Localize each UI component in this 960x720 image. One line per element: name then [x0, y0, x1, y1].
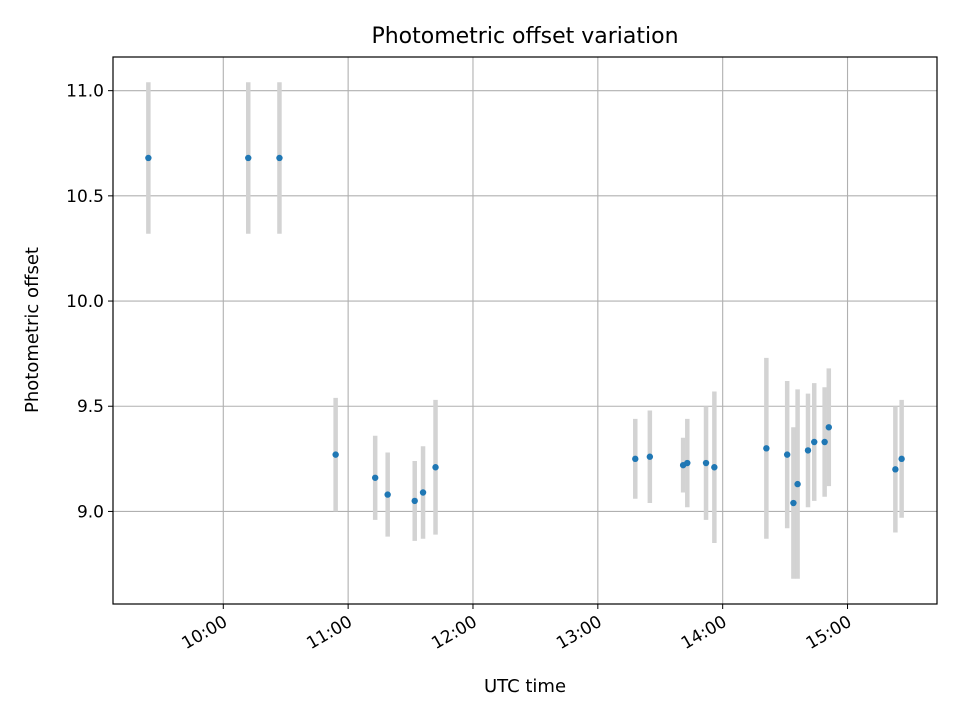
data-point [332, 451, 339, 458]
plot-frame [112, 56, 938, 605]
chart-title: Photometric offset variation [371, 24, 678, 49]
y-tick-label: 9.0 [77, 502, 104, 522]
data-point [790, 499, 797, 507]
y-axis-ticks: 9.0 9.5 10.0 10.5 11.0 [66, 82, 113, 522]
data-point [245, 154, 252, 162]
data-point [411, 497, 418, 505]
data-point [432, 464, 439, 471]
data-point [684, 459, 691, 467]
data-point [763, 445, 770, 452]
data-point [632, 455, 639, 463]
y-tick-label: 9.5 [77, 397, 104, 417]
data-point [646, 453, 654, 460]
data-point [804, 447, 812, 454]
y-tick-label: 10.0 [66, 292, 104, 312]
data-point [371, 474, 379, 481]
data-point [711, 464, 718, 471]
data-point [811, 438, 818, 446]
data-point [783, 451, 791, 458]
data-point [794, 480, 801, 488]
data-point [419, 489, 427, 496]
data-point [276, 154, 283, 162]
y-tick-label: 11.0 [66, 82, 104, 102]
y-axis-label: Photometric offset [22, 247, 43, 413]
data-points [145, 154, 905, 507]
data-point [384, 491, 391, 498]
y-tick-label: 10.5 [66, 187, 104, 207]
data-point [892, 466, 899, 473]
data-point [898, 455, 905, 463]
data-point [821, 438, 828, 446]
data-point [145, 154, 152, 162]
data-point [825, 424, 832, 431]
data-point [702, 459, 710, 467]
x-axis-label: UTC time [484, 676, 566, 697]
